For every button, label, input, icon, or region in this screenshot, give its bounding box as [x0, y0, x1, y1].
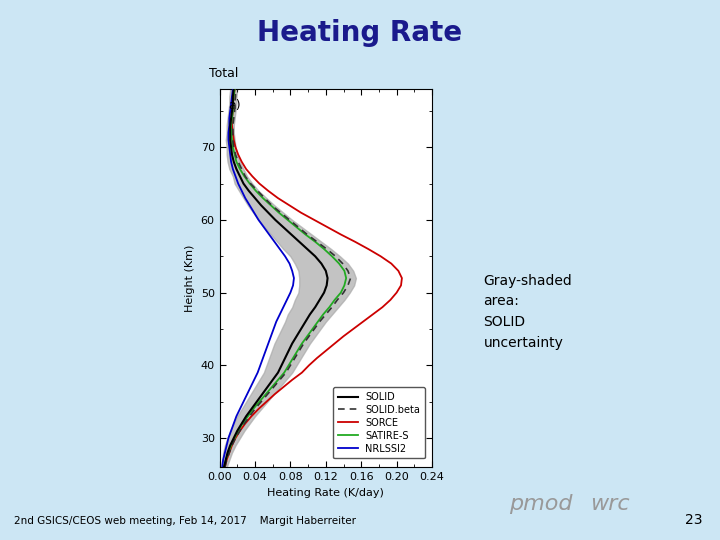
Text: 23: 23	[685, 512, 702, 526]
Y-axis label: Height (Km): Height (Km)	[185, 245, 195, 312]
Text: Heating Rate: Heating Rate	[258, 19, 462, 47]
Legend: SOLID, SOLID.beta, SORCE, SATIRE-S, NRLSSI2: SOLID, SOLID.beta, SORCE, SATIRE-S, NRLS…	[333, 387, 425, 458]
Text: Gray-shaded
area:
SOLID
uncertainty: Gray-shaded area: SOLID uncertainty	[483, 274, 572, 349]
Text: Total: Total	[209, 66, 238, 79]
Text: a): a)	[228, 98, 240, 112]
Text: pmod: pmod	[509, 494, 572, 514]
Text: wrc: wrc	[590, 494, 630, 514]
Text: 2nd GSICS/CEOS web meeting, Feb 14, 2017    Margit Haberreiter: 2nd GSICS/CEOS web meeting, Feb 14, 2017…	[14, 516, 356, 526]
X-axis label: Heating Rate (K/day): Heating Rate (K/day)	[267, 488, 384, 497]
